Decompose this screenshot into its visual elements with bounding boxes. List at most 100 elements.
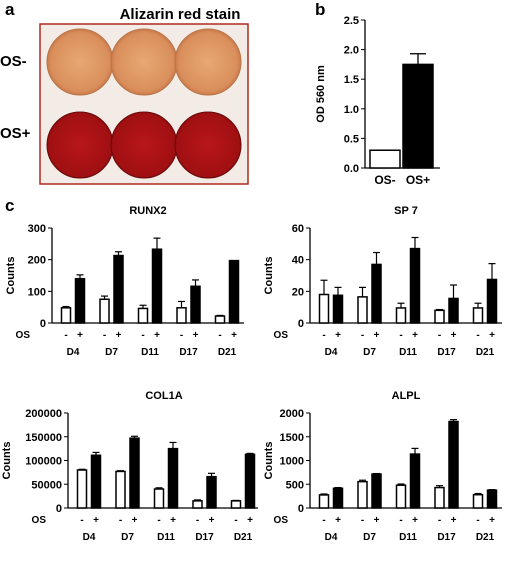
bar-d7-os-minus [357, 296, 368, 324]
y-tick-label: 300 [28, 223, 46, 235]
os-sign-label: + [193, 330, 199, 341]
bar-d11-os-minus [395, 484, 407, 509]
bar-d4-os-plus [332, 487, 344, 509]
y-tick-label: 20 [292, 286, 304, 298]
group-label-d21: D21 [476, 347, 495, 358]
bar-d4-os-minus [318, 293, 330, 324]
os-sign-label: + [154, 330, 160, 341]
plate-title: Alizarin red stain [120, 6, 241, 23]
y-tick-label: 0.0 [344, 163, 359, 175]
os-row-label: OS [274, 330, 289, 341]
well-os-minus-1 [46, 28, 114, 96]
group-label-d11: D11 [399, 532, 417, 543]
os-sign-label: + [335, 330, 341, 341]
os-sign-label: + [209, 515, 215, 526]
bar-d11-os-minus [395, 307, 407, 324]
bar-d21-os-minus [472, 307, 484, 324]
bar-d7-os-minus [357, 480, 368, 509]
well-os-plus-3 [174, 111, 242, 179]
bar-d7-os-minus [99, 298, 110, 324]
y-tick-label: 0.5 [344, 133, 359, 145]
os-sign-label: - [438, 330, 441, 341]
os-sign-label: - [80, 515, 83, 526]
y-axis-title: Counts [5, 257, 17, 295]
alizarin-plate-panel: Alizarin red stain OS- OS+ [0, 6, 249, 185]
y-tick-label: 100 [28, 286, 46, 298]
row-label-os-plus: OS+ [0, 125, 31, 142]
os-sign-label: + [93, 515, 99, 526]
group-label-d17: D17 [437, 347, 456, 358]
os-sign-label: - [438, 515, 441, 526]
os-sign-label: - [361, 515, 364, 526]
panel-label-c: c [5, 196, 15, 215]
well-os-minus-2 [110, 28, 178, 96]
group-label-d4: D4 [325, 347, 338, 358]
well-os-minus-3 [174, 28, 242, 96]
chart-title: COL1A [145, 390, 182, 402]
os-sign-label: + [412, 330, 418, 341]
y-tick-label: 500 [286, 479, 304, 491]
y-tick-label: 200 [28, 255, 46, 267]
os-row-label: OS [32, 515, 47, 526]
group-label-d17: D17 [195, 532, 214, 543]
group-label-d17: D17 [179, 347, 198, 358]
y-tick-label: 0 [298, 503, 304, 515]
y-tick-label: 200000 [25, 408, 62, 420]
os-sign-label: - [476, 515, 479, 526]
panel-label-b: b [315, 0, 326, 19]
os-sign-label: - [103, 330, 106, 341]
group-label-d17: D17 [437, 532, 456, 543]
group-label-d4: D4 [67, 347, 80, 358]
bar-d17-os-minus [434, 486, 445, 509]
os-sign-label: + [451, 515, 457, 526]
os-sign-label: - [141, 330, 144, 341]
os-sign-label: + [374, 330, 380, 341]
os-sign-label: - [180, 330, 183, 341]
x-tick-label: OS+ [406, 173, 430, 187]
bar-d7-os-minus [115, 470, 126, 509]
os-sign-label: + [77, 330, 83, 341]
os-sign-label: + [247, 515, 253, 526]
os-sign-label: + [231, 330, 237, 341]
bar-d11-os-plus [151, 248, 163, 324]
os-sign-label: - [218, 330, 221, 341]
bar-d21-os-plus [228, 259, 240, 324]
os-sign-label: + [374, 515, 380, 526]
os-sign-label: + [132, 515, 138, 526]
bar-d11-os-plus [409, 247, 421, 324]
os-sign-label: + [170, 515, 176, 526]
y-axis-title: Counts [263, 257, 275, 295]
group-label-d4: D4 [83, 532, 96, 543]
od-chart: 0.0 0.5 1.0 1.5 2.0 2.5 OD 560 nm OS- OS+ [315, 15, 440, 187]
os-sign-label: - [361, 330, 364, 341]
bar-d17-os-minus [434, 309, 445, 324]
bar-d7-os-plus [371, 473, 382, 509]
y-tick-label: 1.0 [344, 104, 359, 116]
group-label-d11: D11 [399, 347, 417, 358]
y-tick-label: 2.5 [344, 15, 359, 27]
bar-d4-os-plus [90, 454, 102, 509]
group-label-d7: D7 [363, 347, 376, 358]
y-tick-label: 1500 [280, 432, 304, 444]
bar-d17-os-minus [176, 307, 187, 324]
os-sign-label: - [196, 515, 199, 526]
group-label-d11: D11 [141, 347, 159, 358]
bar-d17-os-minus [192, 500, 203, 509]
chart-title: RUNX2 [129, 205, 166, 217]
bar-d21-os-minus [214, 315, 226, 324]
y-tick-label: 50000 [31, 479, 62, 491]
os-sign-label: + [412, 515, 418, 526]
well-os-plus-1 [46, 111, 114, 179]
y-tick-label: 0 [40, 318, 46, 330]
os-sign-label: - [322, 515, 325, 526]
chart-title: ALPL [392, 390, 421, 402]
bar-d17-os-plus [190, 285, 201, 324]
os-sign-label: - [157, 515, 160, 526]
os-sign-label: + [116, 330, 122, 341]
os-sign-label: + [335, 515, 341, 526]
y-tick-label: 1.5 [344, 74, 359, 86]
os-sign-label: + [489, 330, 495, 341]
